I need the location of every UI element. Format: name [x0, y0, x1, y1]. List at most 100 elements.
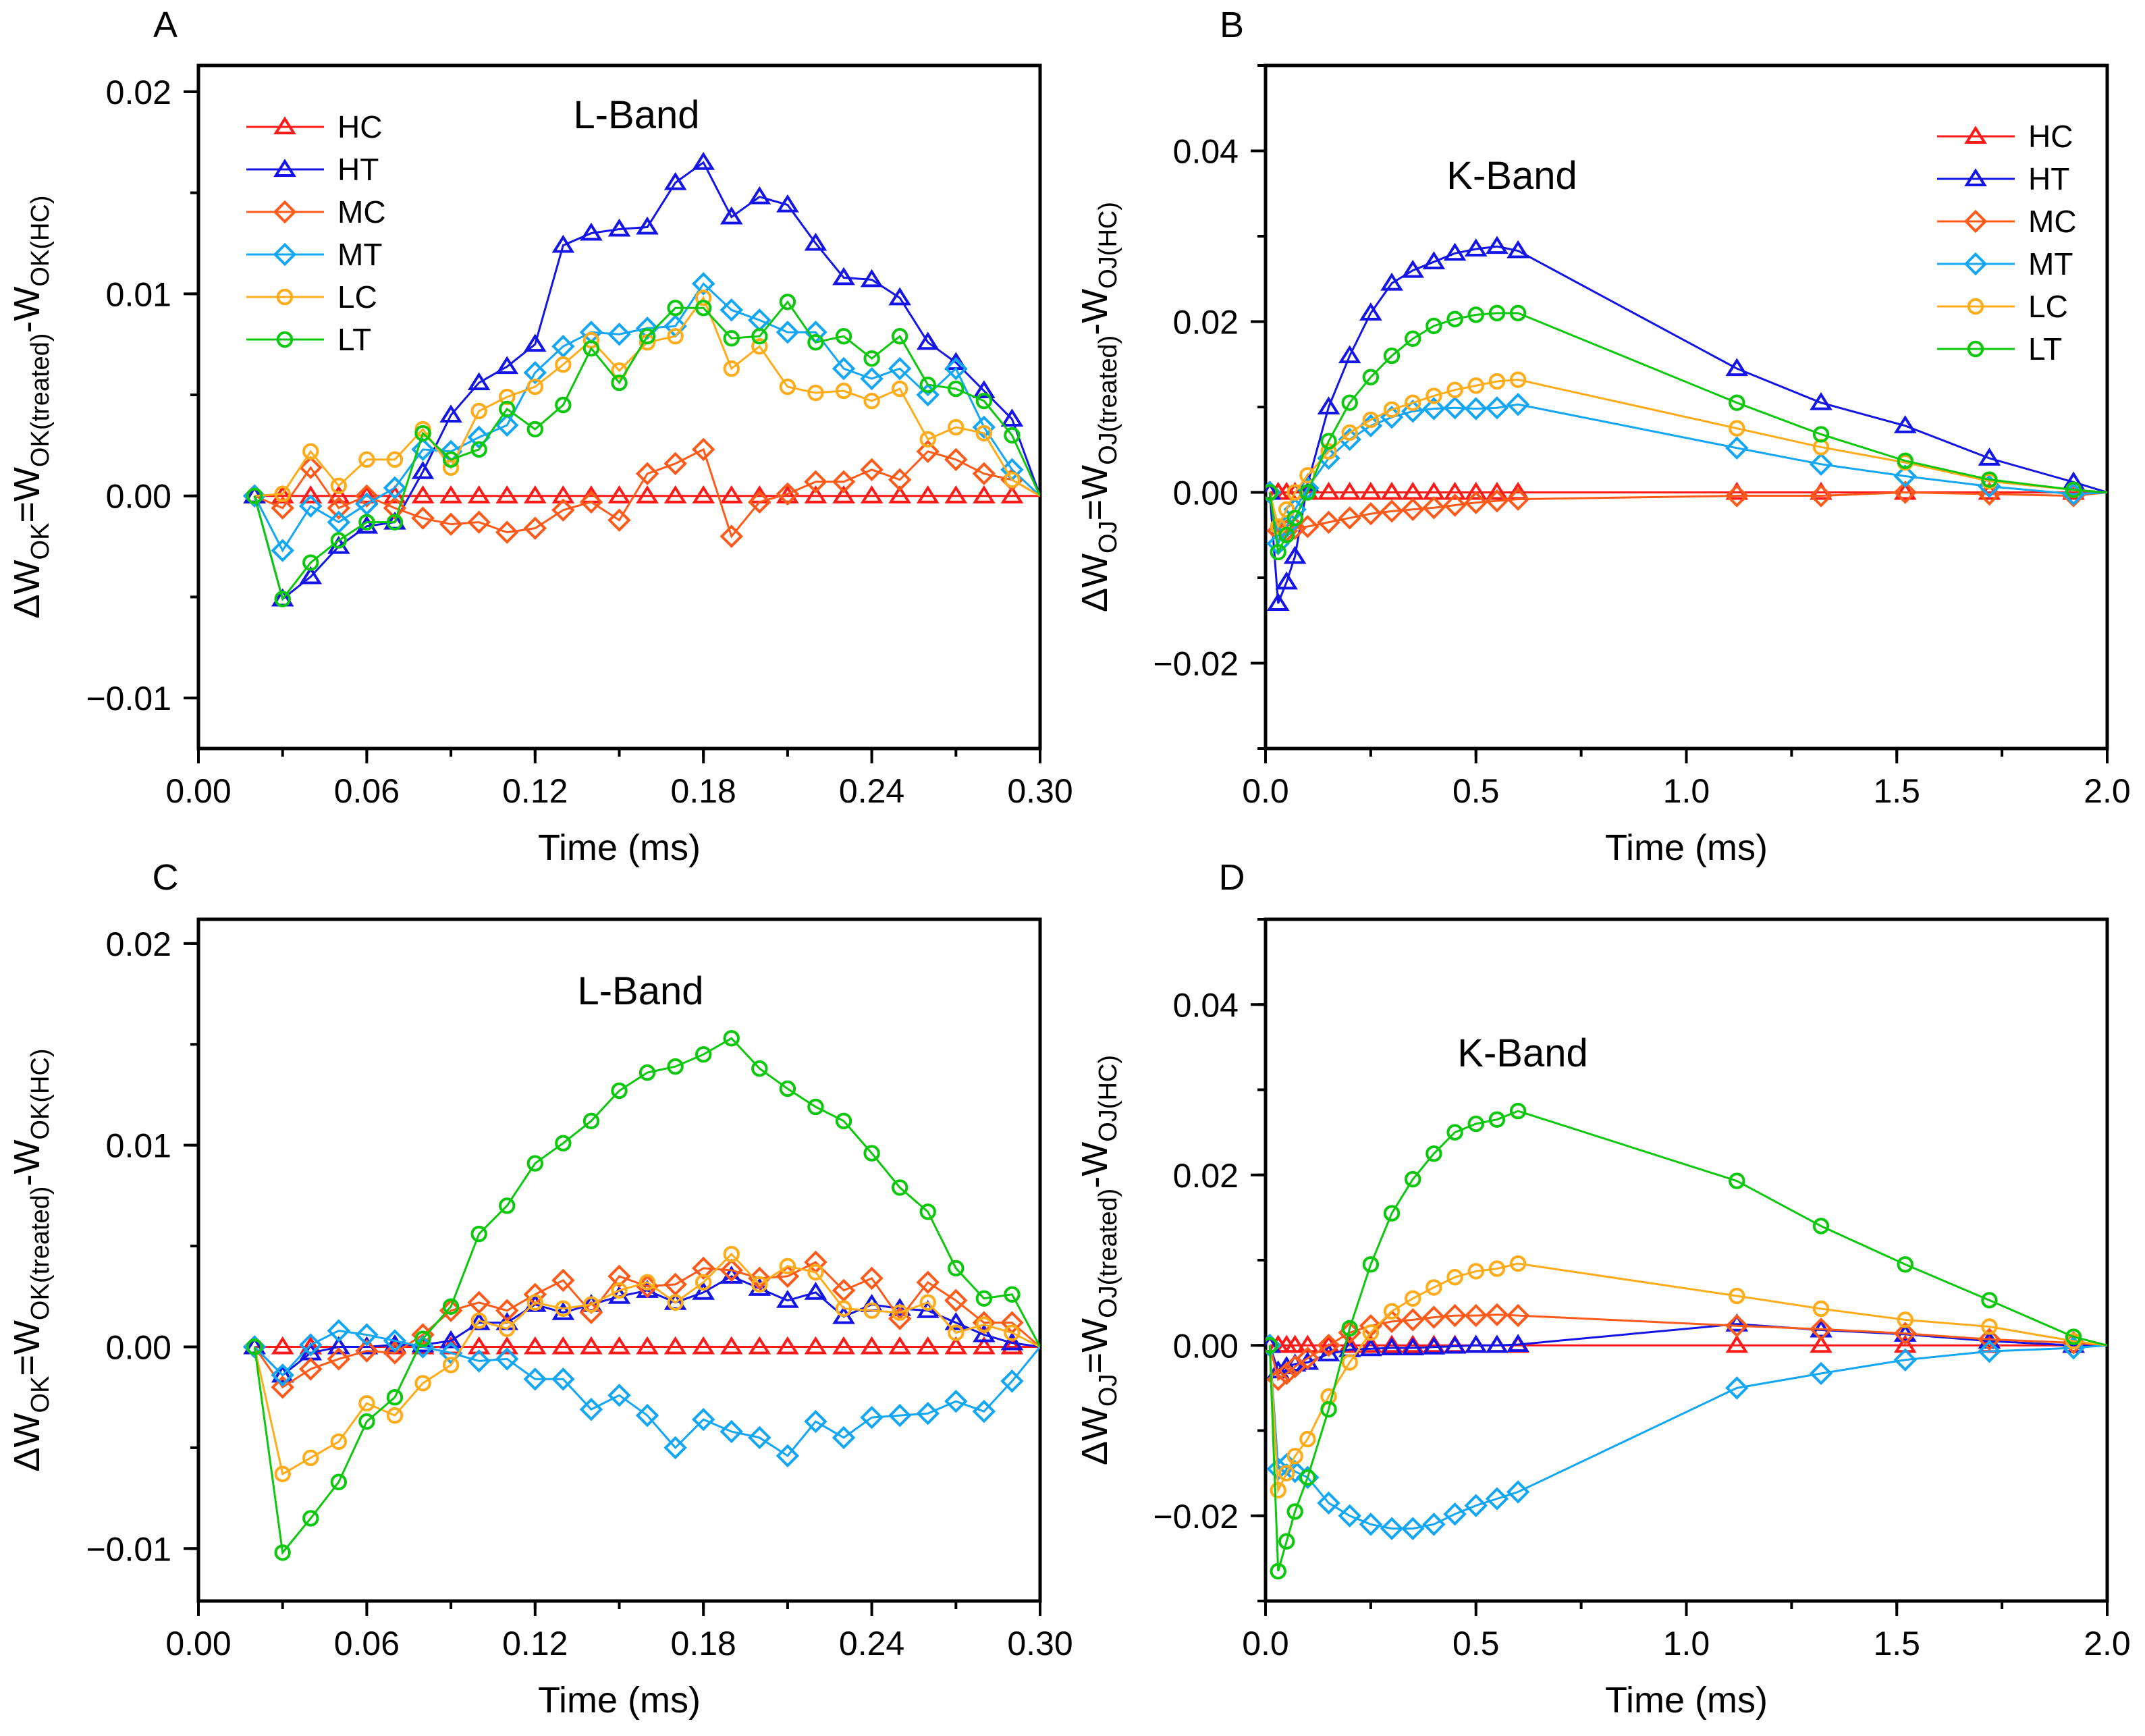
- data-point-ht: [1401, 1337, 1425, 1356]
- y-tick-label: 0.01: [106, 1127, 171, 1165]
- data-point-hc: [1380, 1334, 1403, 1353]
- data-point-mt: [579, 1397, 603, 1421]
- data-point-mc: [299, 456, 323, 480]
- data-point-mc: [748, 1266, 771, 1291]
- data-point-ht: [916, 1299, 940, 1318]
- y-axis-label: ΔWOJ=WOJ(treated)-WOJ(HC): [1075, 202, 1122, 612]
- data-point-lt: [582, 340, 600, 357]
- data-point-mc: [691, 437, 715, 462]
- data-point-lt: [330, 1473, 348, 1490]
- data-point-lt: [1405, 330, 1421, 347]
- data-point-mt: [776, 320, 800, 344]
- data-point-lc: [1341, 1354, 1358, 1371]
- data-point-mc: [944, 1289, 968, 1312]
- data-point-mc: [832, 470, 856, 494]
- data-point-lt: [639, 328, 656, 345]
- data-point-lt: [1286, 1503, 1303, 1520]
- y-tick-label: 0.00: [1173, 1327, 1239, 1365]
- data-point-lc: [948, 1324, 965, 1341]
- data-point-mc: [1893, 481, 1917, 504]
- data-point-mt: [776, 1444, 800, 1468]
- data-point-hc: [663, 485, 687, 504]
- data-point-mc: [1359, 1313, 1383, 1338]
- plot-area: [1266, 236, 2107, 611]
- data-point-mc: [467, 510, 491, 534]
- data-point-mt: [1359, 1513, 1383, 1536]
- data-point-ht: [973, 380, 996, 399]
- y-label-subscript: OJ(treated): [1094, 1189, 1122, 1318]
- data-point-ht: [692, 151, 715, 170]
- data-point-mc: [1317, 1334, 1340, 1357]
- data-point-mc: [748, 490, 771, 514]
- data-point-ht: [776, 1290, 799, 1308]
- data-point-mt: [495, 1347, 519, 1371]
- data-point-lc: [414, 1375, 431, 1392]
- data-point-lt: [1286, 510, 1303, 526]
- legend-label: HC: [2028, 119, 2073, 154]
- data-point-lt: [1446, 1124, 1463, 1141]
- data-point-lt: [302, 1510, 319, 1527]
- data-point-mc: [467, 1291, 491, 1314]
- data-point-lt: [246, 487, 263, 504]
- data-point-lt: [1266, 484, 1278, 501]
- data-point-hc: [636, 485, 659, 504]
- data-point-lt: [526, 421, 543, 438]
- data-point-mt: [1725, 436, 1749, 460]
- data-point-lt: [779, 294, 796, 310]
- data-point-mc: [719, 1258, 743, 1282]
- data-point-hc: [495, 1336, 519, 1355]
- data-point-hc: [1317, 1334, 1340, 1353]
- data-point-mc: [860, 458, 884, 482]
- data-point-mc: [1893, 1322, 1917, 1345]
- data-point-lc: [526, 378, 543, 396]
- data-point-mt: [888, 356, 912, 381]
- data-point-mc: [607, 1264, 631, 1289]
- x-tick-label: 1.5: [1873, 1625, 1920, 1662]
- x-tick-label: 0.30: [1007, 772, 1072, 810]
- data-point-mc: [1359, 501, 1383, 526]
- data-point-lc: [891, 380, 908, 398]
- data-point-mc: [523, 1282, 547, 1307]
- x-tick-label: 0.5: [1452, 772, 1500, 810]
- data-point-lt: [1897, 1256, 1913, 1273]
- data-point-ht: [804, 1282, 827, 1300]
- data-point-ht: [551, 1301, 575, 1320]
- data-point-lc: [1004, 471, 1021, 488]
- legend-label: MT: [2028, 246, 2073, 281]
- data-point-hc: [692, 1336, 715, 1355]
- data-point-hc: [776, 1336, 799, 1355]
- data-point-ht: [1000, 408, 1024, 427]
- data-point-hc: [1725, 1334, 1749, 1353]
- data-point-mt: [1725, 1376, 1749, 1400]
- data-point-ht: [439, 404, 462, 423]
- data-point-lc: [639, 1274, 656, 1291]
- data-point-ht: [748, 1278, 771, 1296]
- data-point-mt: [972, 1399, 996, 1423]
- data-point-lc: [779, 378, 796, 396]
- data-point-mc: [1443, 1303, 1467, 1328]
- data-point-ht: [607, 218, 631, 237]
- series-line-ht: [253, 161, 1040, 601]
- data-point-hc: [944, 485, 968, 504]
- data-point-mt: [271, 539, 294, 562]
- data-point-lt: [1812, 1218, 1830, 1235]
- legend-item-mt: MT: [1937, 246, 2073, 281]
- y-tick-label: 0.00: [106, 478, 171, 516]
- y-tick-label: −0.02: [1153, 1498, 1239, 1536]
- data-point-mc: [271, 1376, 294, 1399]
- data-point-mt: [1338, 1504, 1361, 1527]
- x-axis-label: Time (ms): [1605, 1680, 1768, 1720]
- data-point-hc: [299, 485, 323, 504]
- data-point-lt: [611, 1082, 628, 1100]
- data-point-ht: [1486, 236, 1509, 254]
- data-point-ht: [439, 1330, 462, 1349]
- legend-label: MT: [337, 237, 382, 272]
- legend: HC HT MC MT LC LT: [246, 109, 386, 357]
- data-point-hc: [327, 485, 350, 504]
- panel-title: L-Band: [577, 969, 703, 1013]
- data-point-lt: [1299, 484, 1316, 501]
- data-point-ht: [1283, 545, 1307, 564]
- legend-item-hc: HC: [1937, 119, 2073, 154]
- data-point-mc: [551, 1268, 575, 1293]
- panel-letter: A: [153, 5, 178, 45]
